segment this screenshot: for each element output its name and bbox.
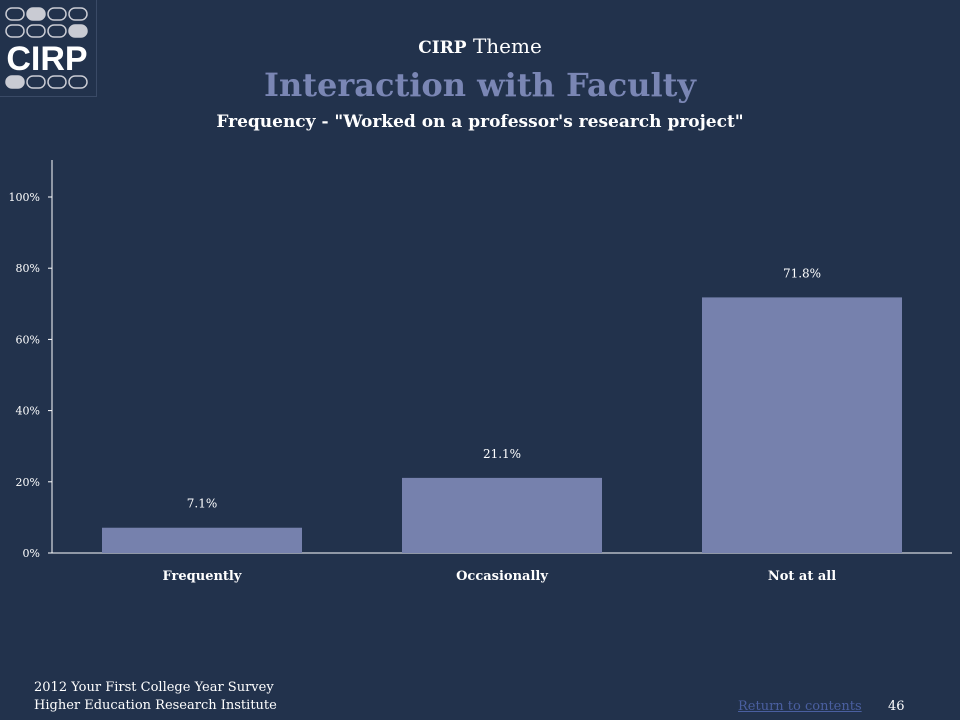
bar-value-label: 7.1% xyxy=(187,497,218,511)
logo-pill xyxy=(47,75,67,89)
y-tick-label: 0% xyxy=(23,547,40,560)
y-tick-label: 100% xyxy=(9,191,40,204)
logo-pills xyxy=(5,7,88,89)
theme-word: Theme xyxy=(472,34,542,58)
bar-chart: 0% 20% 40% 60% 80% 100% 7.1% 21.1% 71.8% Freque… xyxy=(9,160,952,584)
logo-pill xyxy=(26,7,46,21)
bars xyxy=(102,297,902,553)
theme-line: CIRP Theme xyxy=(0,34,960,58)
y-tick-label: 80% xyxy=(16,262,40,275)
footer-source: 2012 Your First College Year Survey High… xyxy=(34,679,277,715)
y-tick-label: 20% xyxy=(16,476,40,489)
y-tick-label: 60% xyxy=(16,333,40,346)
category-label: Not at all xyxy=(768,569,836,584)
footer-institute: Higher Education Research Institute xyxy=(34,698,277,713)
page-number: 46 xyxy=(888,699,905,714)
chart-subtitle: Frequency - "Worked on a professor's res… xyxy=(216,112,744,132)
logo-pill xyxy=(47,7,67,21)
logo-pill xyxy=(26,24,46,38)
footer-survey: 2012 Your First College Year Survey xyxy=(34,680,274,695)
theme-prefix: CIRP xyxy=(418,38,467,58)
y-ticks: 0% 20% 40% 60% 80% 100% xyxy=(9,191,52,560)
return-to-contents-link[interactable]: Return to contents xyxy=(738,699,862,714)
logo-pill xyxy=(5,24,25,38)
category-label: Occasionally xyxy=(456,569,548,584)
page-title: Interaction with Faculty xyxy=(263,66,696,104)
logo-pill xyxy=(5,75,25,89)
bar-value-label: 71.8% xyxy=(783,266,821,280)
bar xyxy=(102,527,302,553)
category-label: Frequently xyxy=(163,569,242,584)
logo-pill xyxy=(68,7,88,21)
logo-pill xyxy=(68,75,88,89)
bar xyxy=(402,477,602,553)
cirp-logo-graphic: CIRP xyxy=(5,7,88,89)
category-labels: Frequently Occasionally Not at all xyxy=(163,569,837,584)
logo-pill xyxy=(47,24,67,38)
value-labels: 7.1% 21.1% 71.8% xyxy=(187,266,821,510)
logo-text: CIRP xyxy=(6,40,87,78)
cirp-logo: CIRP xyxy=(0,0,97,97)
y-tick-label: 40% xyxy=(16,405,40,418)
bar-value-label: 21.1% xyxy=(483,447,521,461)
logo-pill xyxy=(5,7,25,21)
logo-pill xyxy=(26,75,46,89)
logo-pill xyxy=(68,24,88,38)
bar xyxy=(702,297,902,553)
